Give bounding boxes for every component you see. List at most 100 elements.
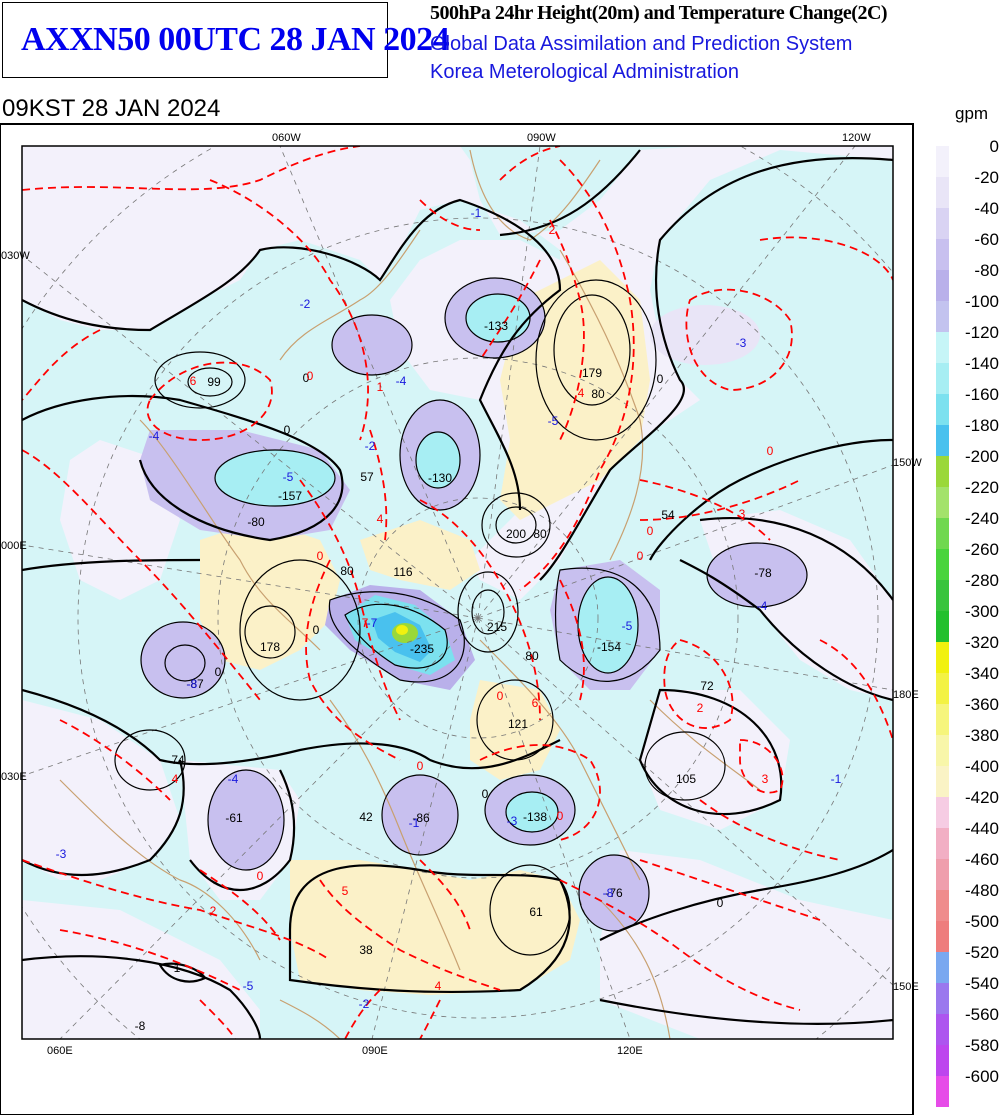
temperature-change-label: -8 xyxy=(187,677,198,691)
height-change-contours xyxy=(22,149,893,1039)
temperature-change-label: 6 xyxy=(190,374,197,388)
temperature-change-label: 2 xyxy=(697,701,704,715)
legend-swatch xyxy=(936,921,949,952)
legend-swatch xyxy=(936,177,949,208)
legend-entry: -40 xyxy=(936,199,1001,239)
bottom-label-060e: 060E xyxy=(47,1045,73,1057)
legend-entry: -80 xyxy=(936,261,1001,301)
top-label-120w: 120W xyxy=(842,132,871,144)
legend-entry: -240 xyxy=(936,509,1001,549)
legend-entry: -400 xyxy=(936,757,1001,797)
legend-label: -260 xyxy=(964,540,999,559)
legend-label: -360 xyxy=(964,695,999,714)
left-label-030w: 030W xyxy=(1,250,30,262)
legend-unit: gpm xyxy=(955,104,989,123)
temperature-change-label: 1 xyxy=(377,380,384,394)
legend-swatch xyxy=(936,1076,949,1107)
product-code: AXXN50 00UTC 28 JAN 2024 xyxy=(21,21,450,58)
legend-swatch xyxy=(936,580,949,611)
legend-swatch xyxy=(936,363,949,394)
legend-swatch xyxy=(936,208,949,239)
height-change-label: -80 xyxy=(247,515,265,529)
legend-swatch xyxy=(936,549,949,580)
height-change-label: 80 xyxy=(340,564,354,578)
legend-entry: -120 xyxy=(936,323,1001,363)
height-change-label: 0 xyxy=(313,623,320,637)
legend-entry: -440 xyxy=(936,819,1001,859)
height-change-label: 54 xyxy=(661,508,675,522)
legend-swatch xyxy=(936,394,949,425)
temperature-change-contours xyxy=(22,146,893,1039)
legend-swatch xyxy=(936,890,949,921)
legend-label: -600 xyxy=(964,1067,999,1086)
right-label-150w: 150W xyxy=(893,457,922,469)
temperature-change-label: -3 xyxy=(507,814,518,828)
coastlines xyxy=(59,149,761,1039)
legend-swatch xyxy=(936,859,949,890)
height-change-label: 121 xyxy=(508,717,528,731)
legend-entry: -60 xyxy=(936,230,1001,270)
temperature-change-label: 0 xyxy=(647,524,654,538)
height-change-label: 74 xyxy=(171,753,185,767)
temperature-change-label: 2 xyxy=(549,223,556,237)
temperature-change-label: 4 xyxy=(435,979,442,993)
legend-label: 0 xyxy=(989,137,999,156)
legend-swatch xyxy=(936,1014,949,1045)
legend-entry: -380 xyxy=(936,726,1001,766)
legend-entry: -560 xyxy=(936,1005,1001,1045)
legend-label: -380 xyxy=(964,726,999,745)
temperature-change-label: -7 xyxy=(367,616,378,630)
height-change-label: -130 xyxy=(428,471,452,485)
temperature-change-label: 0 xyxy=(767,444,774,458)
legend-label: -580 xyxy=(964,1036,999,1055)
height-change-label: -61 xyxy=(225,811,243,825)
legend-entry: -140 xyxy=(936,354,1001,394)
height-fall-shading xyxy=(140,278,807,931)
subtitle-agency: Korea Meterological Administration xyxy=(430,61,740,83)
legend-entry: -460 xyxy=(936,850,1001,890)
valid-time: 09KST 28 JAN 2024 xyxy=(2,95,221,122)
legend-entry: -180 xyxy=(936,416,1001,456)
legend-entry: -600 xyxy=(936,1067,1001,1107)
height-change-label: -87 xyxy=(186,677,204,691)
legend-label: -320 xyxy=(964,633,999,652)
temperature-change-label: 4 xyxy=(578,386,585,400)
temperature-change-label: -1 xyxy=(831,772,842,786)
legend-swatch xyxy=(936,952,949,983)
height-change-label: -8 xyxy=(135,1019,146,1033)
height-change-label: -76 xyxy=(605,886,623,900)
legend-label: -100 xyxy=(964,292,999,311)
temperature-change-label: 0 xyxy=(637,549,644,563)
legend-label: -80 xyxy=(974,261,999,280)
height-change-label: -86 xyxy=(412,811,430,825)
legend-label: -500 xyxy=(964,912,999,931)
legend-swatch xyxy=(936,766,949,797)
legend-entry: -220 xyxy=(936,478,1001,518)
bottom-label-090e: 090E xyxy=(362,1045,388,1057)
legend-label: -400 xyxy=(964,757,999,776)
legend-swatch xyxy=(936,487,949,518)
left-label-000e: 000E xyxy=(1,540,27,552)
height-change-label: -154 xyxy=(597,640,621,654)
legend-entry: -360 xyxy=(936,695,1001,735)
height-change-label: 179 xyxy=(582,366,602,380)
temperature-change-label: -4 xyxy=(757,599,768,613)
temperature-change-label: 4 xyxy=(172,772,179,786)
height-change-label: 200 xyxy=(506,527,526,541)
height-change-label: 178 xyxy=(260,640,280,654)
height-change-label: 0 xyxy=(482,787,489,801)
height-change-label: 0 xyxy=(284,423,291,437)
temperature-change-label: 3 xyxy=(739,507,746,521)
temperature-change-label: 0 xyxy=(497,689,504,703)
temperature-change-label: -5 xyxy=(548,414,559,428)
legend-label: -300 xyxy=(964,602,999,621)
height-change-label: 1 xyxy=(174,961,181,975)
temperature-change-label: -5 xyxy=(283,470,294,484)
temperature-change-label: -5 xyxy=(243,979,254,993)
temperature-change-label: 2 xyxy=(210,904,217,918)
height-change-label: -78 xyxy=(754,566,772,580)
grid-lines xyxy=(22,146,893,1039)
